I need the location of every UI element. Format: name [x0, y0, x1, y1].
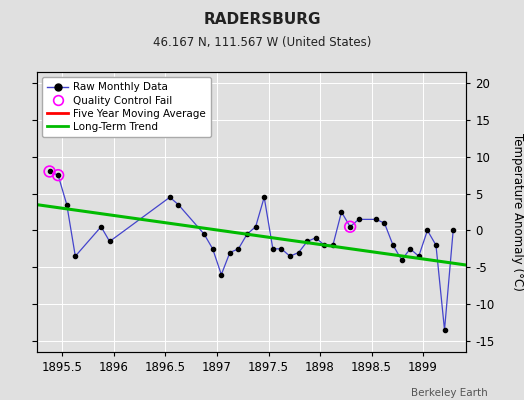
Point — [54, 172, 62, 178]
Text: Berkeley Earth: Berkeley Earth — [411, 388, 487, 398]
Point — [346, 224, 354, 230]
Point — [46, 168, 54, 175]
Y-axis label: Temperature Anomaly (°C): Temperature Anomaly (°C) — [511, 133, 524, 291]
Text: 46.167 N, 111.567 W (United States): 46.167 N, 111.567 W (United States) — [153, 36, 371, 49]
Text: RADERSBURG: RADERSBURG — [203, 12, 321, 27]
Legend: Raw Monthly Data, Quality Control Fail, Five Year Moving Average, Long-Term Tren: Raw Monthly Data, Quality Control Fail, … — [42, 77, 211, 137]
